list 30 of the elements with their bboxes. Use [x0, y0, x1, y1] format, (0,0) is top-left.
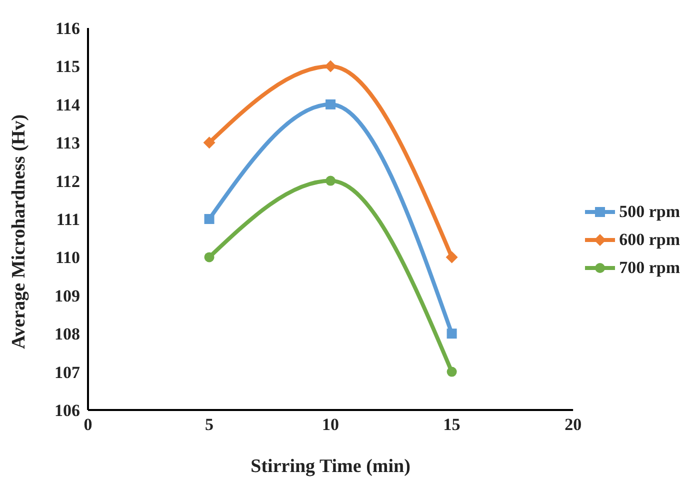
point	[203, 136, 216, 149]
y-tick-label: 114	[55, 95, 80, 114]
point	[204, 214, 214, 224]
x-tick-label: 5	[205, 415, 214, 434]
y-tick-label: 107	[54, 362, 80, 382]
y-tick-label: 113	[55, 134, 80, 153]
point	[446, 251, 458, 264]
y-tick-label: 108	[54, 324, 80, 344]
point	[446, 366, 457, 377]
y-tick-label: 111	[56, 210, 80, 230]
y-tick-label: 106	[54, 401, 80, 420]
x-axis-title: Stirring Time (min)	[250, 456, 410, 477]
point	[326, 176, 336, 186]
y-tick-label: 116	[55, 19, 80, 38]
x-tick-label: 20	[564, 415, 582, 434]
point	[326, 99, 336, 110]
y-tick-label: 115	[55, 57, 80, 76]
y-tick-label: 109	[54, 286, 80, 306]
x-tick-label: 15	[443, 415, 460, 434]
x-tick-label: 10	[322, 415, 340, 434]
y-tick-label: 110	[55, 248, 80, 268]
point	[204, 252, 214, 262]
y-tick-label: 112	[55, 172, 80, 191]
legend-label: 600 rpm	[619, 230, 680, 250]
x-tick-label: 0	[84, 415, 92, 434]
legend-label: 500 rpm	[619, 202, 680, 222]
point	[446, 328, 457, 339]
legend-label: 700 rpm	[619, 258, 680, 278]
point	[324, 60, 337, 72]
y-axis-title: Average Microhardness (Hv)	[8, 114, 30, 349]
